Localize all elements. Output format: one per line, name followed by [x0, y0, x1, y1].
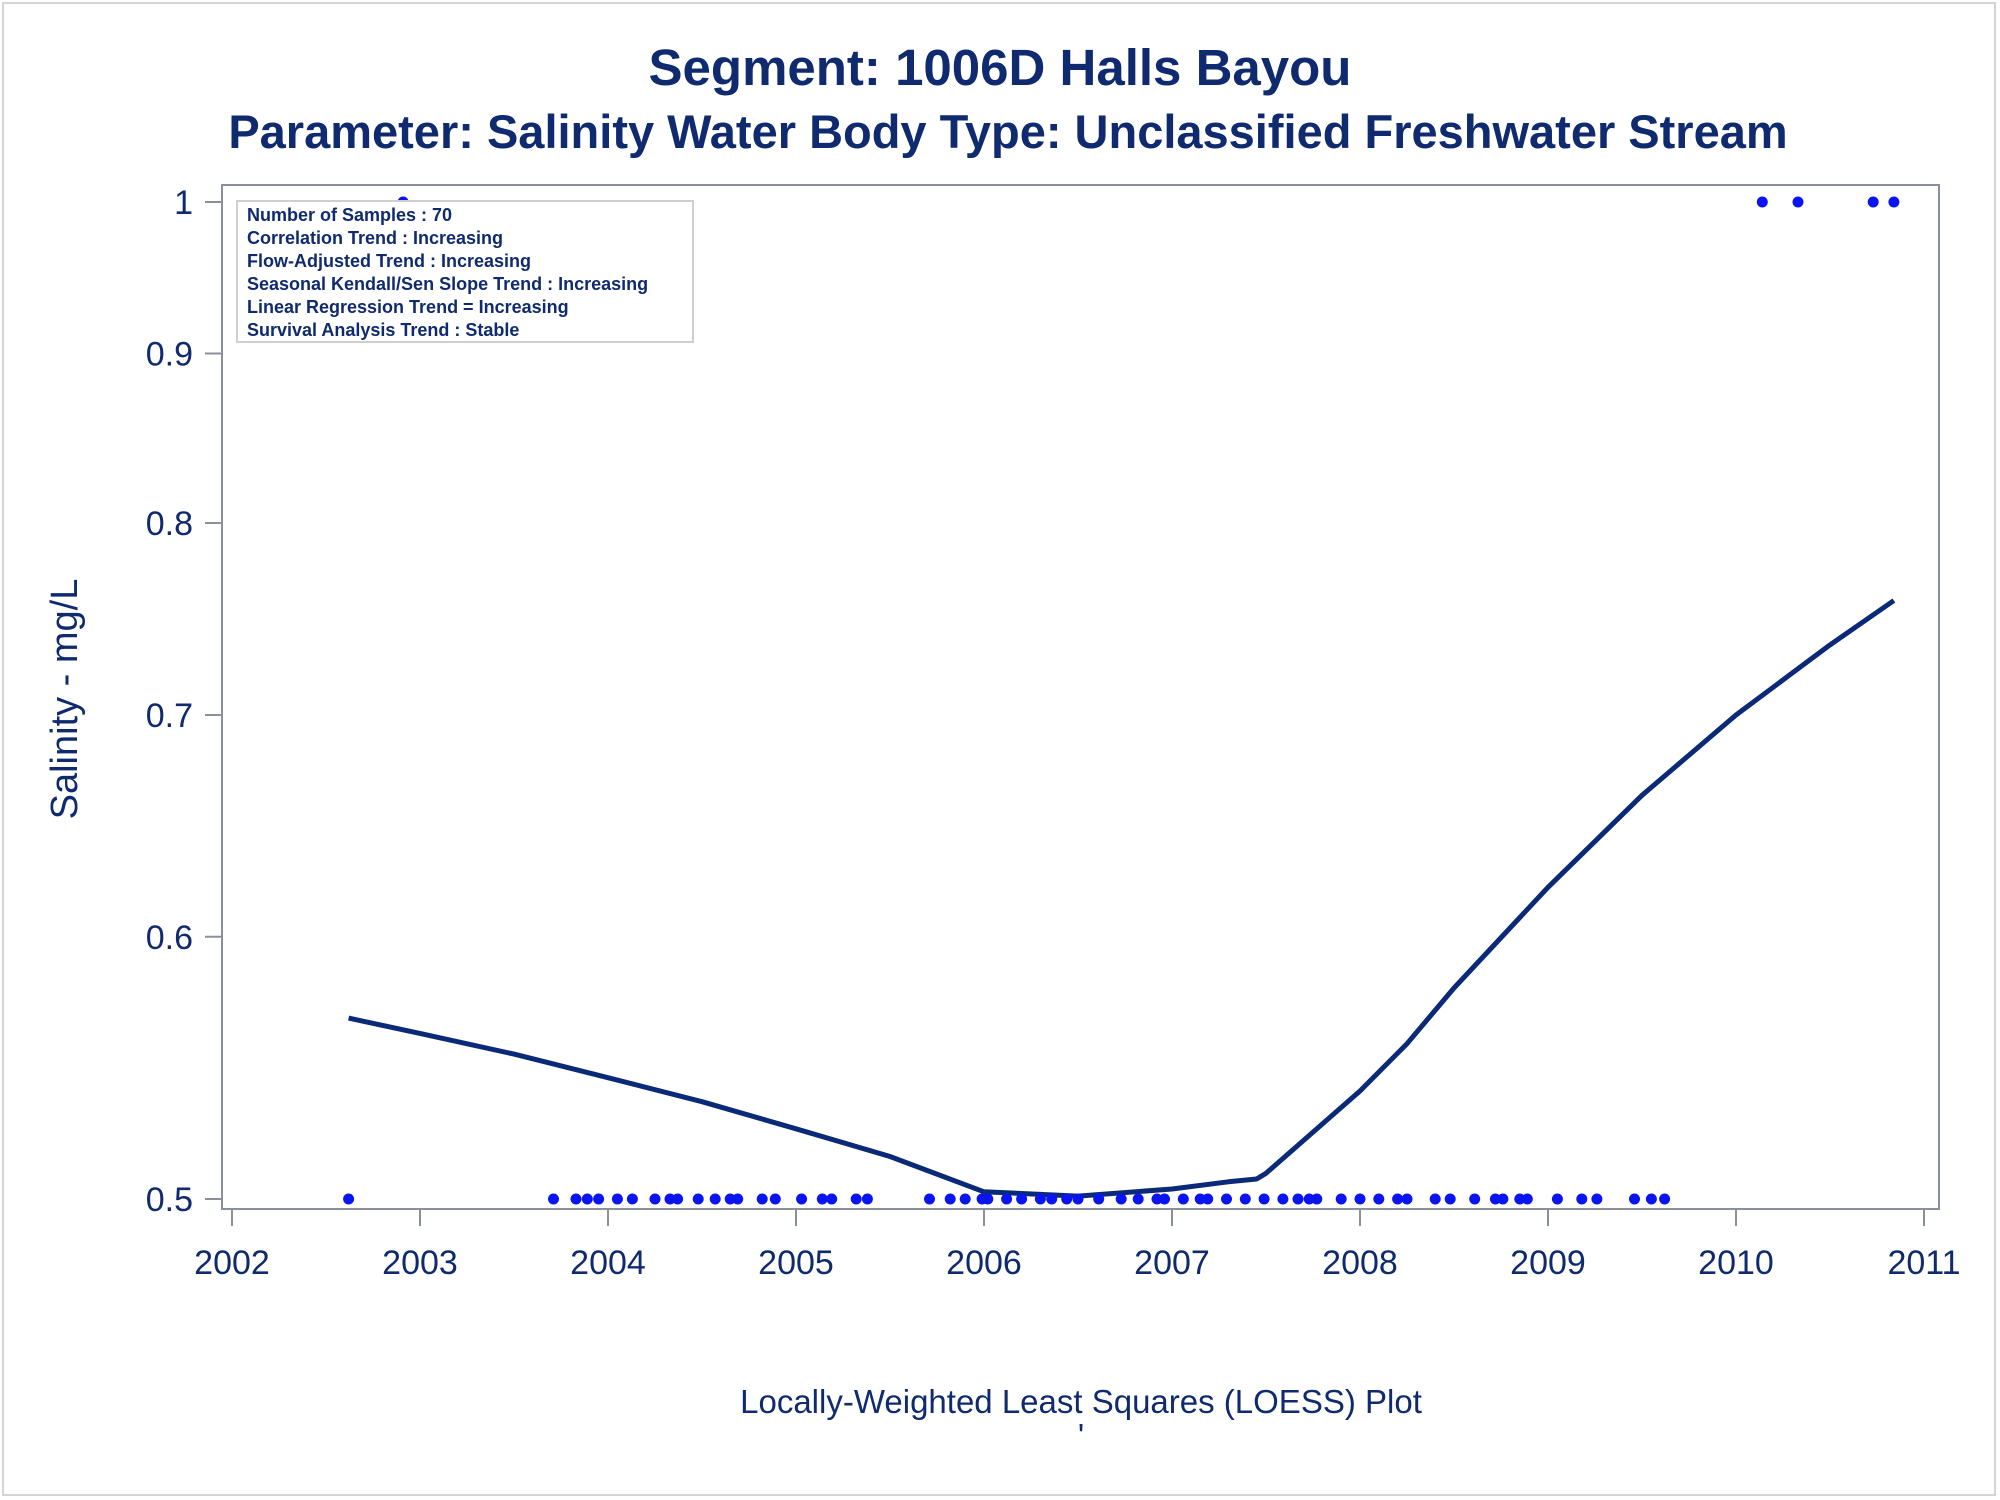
stats-line-flow-adjusted: Flow-Adjusted Trend : Increasing [247, 251, 531, 271]
sample-point [1756, 196, 1768, 208]
sample-point [1576, 1193, 1588, 1205]
sample-point [959, 1193, 971, 1205]
y-tick-label: 0.8 [146, 505, 193, 543]
sample-point [692, 1193, 704, 1205]
x-tick-label: 2006 [946, 1244, 1022, 1282]
series-layer [343, 196, 1900, 1205]
sample-point [1888, 196, 1900, 208]
sample-point [581, 1193, 593, 1205]
sample-point [1292, 1193, 1304, 1205]
sample-point [1303, 1193, 1315, 1205]
stats-line-survival: Survival Analysis Trend : Stable [247, 320, 519, 340]
x-axis: 2002 2003 2004 2005 2006 2007 2008 2009 2010 2011 [194, 1209, 1961, 1282]
sample-point [732, 1193, 744, 1205]
stats-line-samples: Number of Samples : 70 [247, 205, 452, 225]
sample-point [672, 1193, 684, 1205]
sample-point [1202, 1193, 1214, 1205]
sample-point [1016, 1193, 1028, 1205]
x-tick-label: 2005 [758, 1244, 834, 1282]
sample-point [1444, 1193, 1456, 1205]
x-tick-label: 2003 [382, 1244, 458, 1282]
stats-box-border [236, 200, 694, 343]
sample-point [1001, 1193, 1013, 1205]
sample-point [1591, 1193, 1603, 1205]
stats-legend-box: Number of Samples : 70 Correlation Trend… [236, 200, 694, 343]
sample-point [756, 1193, 768, 1205]
sample-point [982, 1193, 994, 1205]
y-tick-label: 1 [174, 184, 193, 222]
sample-point [709, 1193, 721, 1205]
sample-point [1551, 1193, 1563, 1205]
sample-point [816, 1193, 828, 1205]
sample-point [796, 1193, 808, 1205]
sample-point [1659, 1193, 1671, 1205]
y-tick-label: 0.7 [146, 697, 193, 735]
sample-point [1469, 1193, 1481, 1205]
y-axis-label: Salinity - mg/L [44, 579, 86, 820]
sample-point [1115, 1193, 1127, 1205]
sample-point [1258, 1193, 1270, 1205]
x-tick-label: 2002 [194, 1244, 270, 1282]
sample-point [343, 1193, 355, 1205]
sample-point [626, 1193, 638, 1205]
sample-point [1497, 1193, 1509, 1205]
sample-point [850, 1193, 862, 1205]
sample-point [1429, 1193, 1441, 1205]
sample-point [1335, 1193, 1347, 1205]
chart-title: Segment: 1006D Halls Bayou [649, 39, 1352, 96]
sample-point [1401, 1193, 1413, 1205]
y-axis: 0.5 0.6 0.7 0.8 0.9 1 [146, 184, 222, 1219]
sample-point [611, 1193, 623, 1205]
sample-point [649, 1193, 661, 1205]
x-tick-label: 2009 [1510, 1244, 1586, 1282]
sample-point [1277, 1193, 1289, 1205]
x-axis-label: Locally-Weighted Least Squares (LOESS) P… [740, 1383, 1422, 1420]
y-tick-label: 0.5 [146, 1181, 193, 1219]
sample-point [769, 1193, 781, 1205]
sample-point [1046, 1193, 1058, 1205]
loess-line [348, 598, 1896, 1199]
sample-point [1867, 196, 1879, 208]
plot-area [221, 184, 1940, 1210]
chart-subtitle: Parameter: Salinity Water Body Type: Unc… [228, 105, 1787, 158]
sample-point [1132, 1193, 1144, 1205]
sample-point [1392, 1193, 1404, 1205]
sample-point [1373, 1193, 1385, 1205]
sample-point [1629, 1193, 1640, 1205]
sample-point [570, 1193, 582, 1205]
sample-point [1221, 1193, 1232, 1205]
sample-point [1239, 1193, 1251, 1205]
x-tick-label: 2008 [1322, 1244, 1398, 1282]
x-tick-label: 2007 [1134, 1244, 1210, 1282]
x-tick-label: 2004 [570, 1244, 646, 1282]
sample-point [861, 1193, 873, 1205]
sample-point [1354, 1193, 1366, 1205]
sample-point [1072, 1193, 1084, 1205]
sample-point [593, 1193, 605, 1205]
sample-point [548, 1193, 559, 1205]
sample-point [1792, 196, 1804, 208]
sample-point [1093, 1193, 1105, 1205]
footnote-mark: ' [1078, 1417, 1084, 1454]
stats-line-correlation: Correlation Trend : Increasing [247, 228, 503, 248]
sample-point [1645, 1193, 1657, 1205]
y-tick-label: 0.9 [146, 336, 193, 374]
sample-point [826, 1193, 838, 1205]
sample-point [1177, 1193, 1189, 1205]
sample-point [1034, 1193, 1046, 1205]
sample-point [1061, 1193, 1073, 1205]
sample-point [944, 1193, 956, 1205]
sample-point [1311, 1193, 1323, 1205]
sample-point [1159, 1193, 1170, 1205]
sample-point [664, 1193, 676, 1205]
x-tick-label: 2010 [1698, 1244, 1774, 1282]
y-tick-label: 0.6 [146, 919, 193, 957]
stats-line-seasonal-kendall: Seasonal Kendall/Sen Slope Trend : Incre… [247, 274, 648, 294]
x-tick-label: 2011 [1887, 1244, 1960, 1282]
sample-point [924, 1193, 935, 1205]
stats-line-linear-regression: Linear Regression Trend = Increasing [247, 297, 569, 317]
sample-point [1521, 1193, 1533, 1205]
